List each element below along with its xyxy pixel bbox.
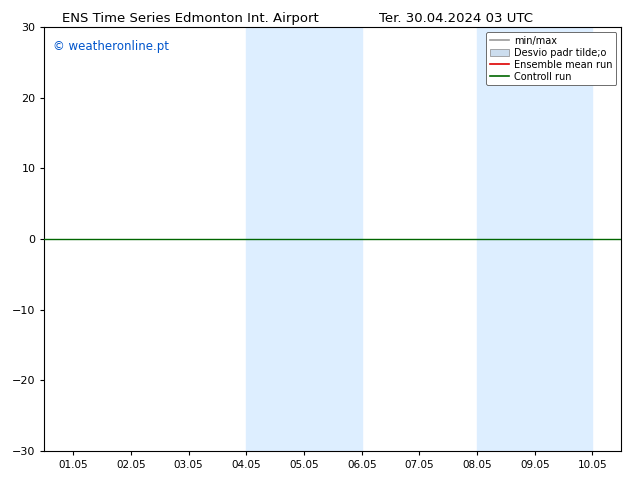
Text: Ter. 30.04.2024 03 UTC: Ter. 30.04.2024 03 UTC [380, 12, 533, 25]
Bar [304, 27, 361, 451]
Bar [534, 27, 592, 451]
Text: ENS Time Series Edmonton Int. Airport: ENS Time Series Edmonton Int. Airport [62, 12, 318, 25]
Legend: min/max, Desvio padr tilde;o, Ensemble mean run, Controll run: min/max, Desvio padr tilde;o, Ensemble m… [486, 32, 616, 85]
Text: © weatheronline.pt: © weatheronline.pt [53, 40, 169, 52]
Bar [246, 27, 304, 451]
Bar [477, 27, 534, 451]
